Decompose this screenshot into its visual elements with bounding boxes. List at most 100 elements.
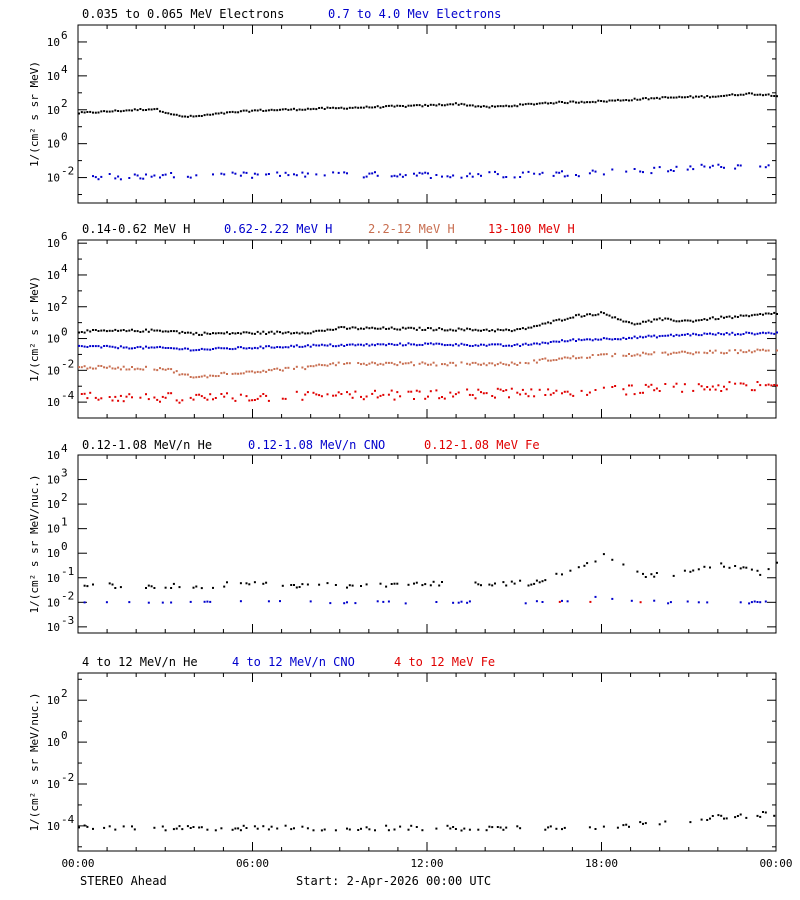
data-point — [706, 352, 709, 355]
data-point — [723, 565, 725, 568]
data-point — [379, 582, 382, 585]
data-point — [371, 343, 374, 346]
data-point — [510, 361, 513, 364]
data-point — [382, 106, 385, 108]
data-point — [438, 397, 441, 400]
x-tick-label: 00:00 — [759, 857, 792, 870]
data-point — [385, 824, 388, 827]
data-point — [223, 395, 226, 398]
data-point — [731, 331, 734, 334]
legend-entry: 0.12-1.08 MeV/n He — [82, 438, 212, 452]
data-point — [119, 368, 122, 371]
data-point — [538, 324, 541, 327]
data-point — [234, 172, 237, 175]
data-point — [164, 173, 167, 176]
data-point — [547, 388, 550, 391]
data-point — [298, 108, 301, 111]
data-point — [365, 583, 368, 586]
data-point — [508, 344, 510, 347]
data-point — [756, 601, 759, 603]
data-point — [611, 168, 614, 171]
data-point — [748, 331, 751, 334]
y-tick-label: 10 — [47, 396, 60, 409]
data-point — [558, 171, 561, 174]
data-point — [251, 176, 254, 179]
data-point — [432, 103, 435, 106]
data-point — [262, 393, 265, 395]
data-point — [561, 101, 563, 103]
data-point — [664, 96, 667, 99]
data-point — [371, 326, 374, 329]
data-point — [404, 602, 407, 605]
data-point — [689, 165, 692, 168]
data-point — [552, 174, 555, 177]
data-point — [186, 825, 189, 828]
data-point — [533, 342, 536, 345]
data-point — [725, 352, 728, 354]
data-point — [594, 560, 597, 563]
data-point — [192, 586, 195, 589]
data-point — [242, 372, 245, 375]
data-point — [435, 389, 438, 392]
data-point — [306, 827, 309, 830]
data-point — [703, 96, 706, 99]
data-point — [597, 99, 600, 102]
data-point — [644, 335, 647, 338]
data-point — [228, 348, 231, 350]
data-point — [608, 314, 611, 317]
data-point — [309, 108, 312, 111]
data-point — [577, 338, 580, 341]
data-point — [452, 395, 455, 398]
data-point — [480, 343, 482, 346]
data-point — [630, 384, 633, 387]
data-point — [488, 583, 491, 586]
data-point — [468, 828, 471, 831]
data-point — [100, 110, 103, 113]
data-point — [491, 584, 494, 587]
y-tick-label: 10 — [47, 301, 60, 314]
data-point — [664, 383, 667, 385]
data-point — [734, 382, 737, 385]
data-point — [393, 363, 396, 366]
y-tick-exponent: 2 — [61, 687, 68, 700]
data-point — [753, 333, 756, 336]
data-point — [600, 338, 603, 341]
data-point — [496, 387, 499, 390]
data-point — [421, 329, 424, 331]
data-point — [468, 172, 471, 175]
y-tick-exponent: 2 — [61, 294, 68, 307]
data-point — [468, 363, 471, 366]
data-point — [773, 311, 776, 314]
data-point — [103, 366, 106, 369]
data-point — [320, 343, 323, 346]
data-point — [633, 354, 636, 357]
data-point — [619, 318, 622, 321]
data-point — [435, 328, 438, 331]
data-point — [566, 102, 569, 105]
data-point — [253, 581, 256, 584]
data-point — [697, 568, 700, 571]
data-point — [228, 111, 231, 114]
data-point — [720, 390, 723, 392]
data-point — [664, 317, 667, 320]
data-point — [611, 597, 614, 600]
data-point — [588, 172, 591, 175]
data-point — [259, 371, 262, 374]
data-point — [100, 329, 103, 332]
data-point — [739, 164, 742, 167]
data-point — [248, 331, 251, 334]
data-point — [728, 381, 731, 384]
data-point — [368, 362, 371, 365]
data-point — [153, 108, 156, 111]
data-point — [605, 100, 608, 103]
data-point — [167, 367, 170, 370]
data-point — [170, 601, 173, 604]
data-point — [466, 344, 469, 346]
data-point — [625, 823, 628, 826]
data-point — [533, 103, 536, 106]
data-point — [348, 343, 351, 346]
data-point — [315, 393, 318, 396]
data-point — [717, 814, 720, 817]
data-point — [491, 395, 494, 397]
data-point — [502, 581, 505, 584]
